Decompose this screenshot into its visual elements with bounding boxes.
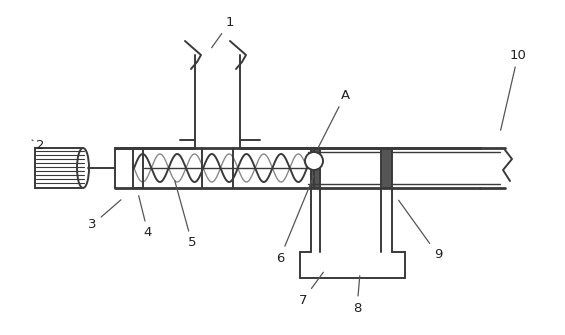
Circle shape (305, 152, 323, 170)
Ellipse shape (77, 148, 89, 188)
Text: 4: 4 (138, 196, 152, 240)
Text: 6: 6 (276, 176, 314, 265)
Text: 1: 1 (212, 15, 234, 48)
Text: 2: 2 (32, 138, 44, 151)
Text: A: A (318, 88, 350, 147)
Text: 10: 10 (501, 49, 527, 130)
Text: 5: 5 (175, 181, 196, 250)
Bar (381, 148, 392, 188)
Bar (311, 148, 320, 188)
Text: 3: 3 (88, 200, 121, 231)
Text: 9: 9 (399, 200, 442, 262)
Text: 7: 7 (299, 272, 323, 307)
Text: 8: 8 (353, 276, 361, 315)
Bar (35, 148, 81, 188)
Bar (133, 148, 143, 188)
